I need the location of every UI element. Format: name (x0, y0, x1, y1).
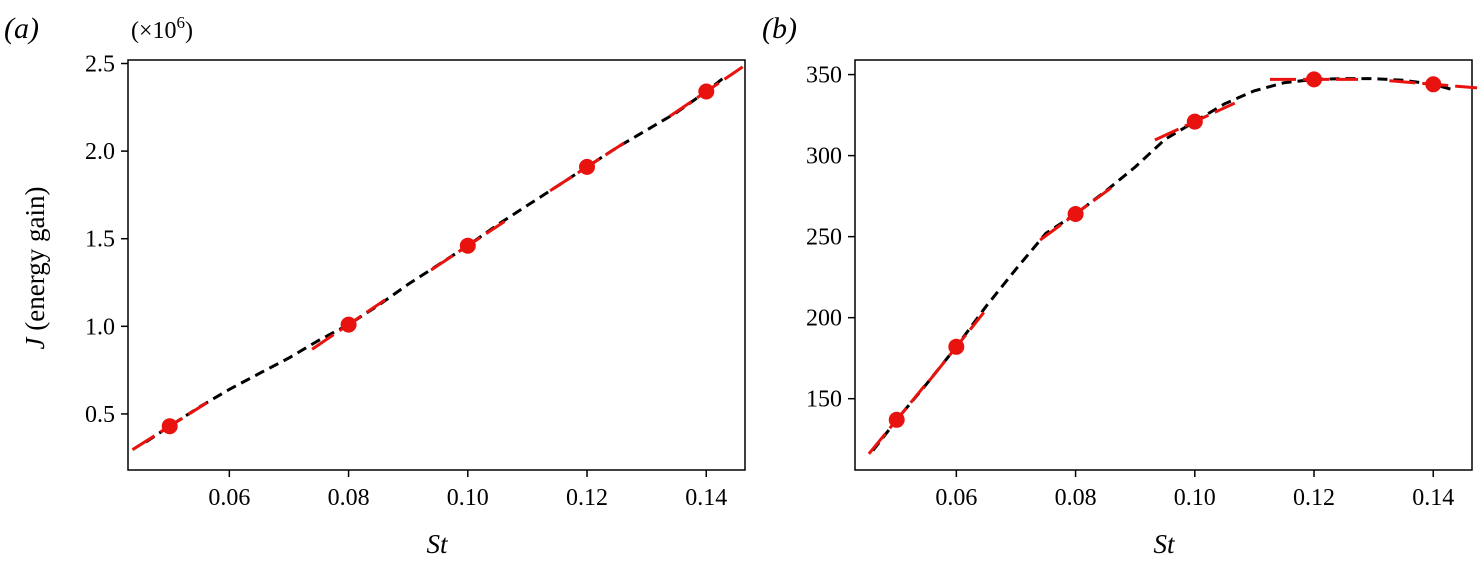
x-tick-label: 0.06 (935, 485, 977, 511)
panel-b-ticks: 0.06 0.08 0.10 0.12 0.14 150 200 250 300 350 (806, 63, 1454, 511)
data-point (698, 83, 715, 100)
series-line (145, 76, 726, 444)
data-point (1425, 76, 1442, 93)
y-tick-label: 2.5 (85, 52, 115, 78)
data-point (888, 411, 905, 428)
panel-a-multiplier: (×106) (131, 13, 193, 44)
panel-b-marks (867, 71, 1478, 455)
panel-b-plot-frame (854, 59, 1473, 471)
data-point (161, 418, 178, 435)
y-tick-label: 1.0 (85, 314, 115, 340)
y-tick-label: 150 (806, 387, 842, 413)
panel-a: (a) (×106) J (energy gain) St 0.06 0.08 0.… (4, 12, 746, 559)
data-point (340, 316, 357, 333)
x-tick-label: 0.08 (1055, 485, 1097, 511)
data-point (1067, 206, 1084, 222)
data-point (1186, 113, 1203, 130)
x-tick-label: 0.14 (685, 485, 727, 511)
x-tick-label: 0.06 (208, 485, 250, 511)
y-tick-label: 250 (806, 225, 842, 251)
panel-a-label: (a) (4, 12, 39, 45)
y-tick-label: 350 (806, 63, 842, 89)
y-tick-label: 0.5 (85, 402, 115, 428)
data-point (579, 158, 595, 175)
series-line (871, 77, 1452, 452)
panel-b-label: (b) (762, 12, 797, 45)
x-tick-label: 0.14 (1412, 485, 1454, 511)
data-point (459, 237, 476, 254)
panel-a-y-axis-label: J (energy gain) (20, 187, 50, 350)
panel-a-marks (131, 65, 744, 451)
panel-a-plot-frame (127, 59, 746, 471)
x-tick-label: 0.10 (447, 485, 489, 511)
x-tick-label: 0.12 (1293, 485, 1335, 511)
panel-b-x-axis-label: St (1153, 529, 1176, 559)
y-tick-label: 2.0 (85, 139, 115, 165)
x-tick-label: 0.12 (566, 485, 608, 511)
x-tick-label: 0.08 (328, 485, 370, 511)
y-tick-label: 200 (806, 306, 842, 332)
x-tick-label: 0.10 (1174, 485, 1216, 511)
panel-b: (b) St 0.06 0.08 0.10 0.12 0.14 150 200 250 300 3… (762, 12, 1478, 559)
y-tick-label: 300 (806, 144, 842, 170)
data-point (948, 338, 965, 355)
panel-a-x-axis-label: St (426, 529, 449, 559)
y-tick-label: 1.5 (85, 227, 115, 253)
panel-a-ticks: 0.06 0.08 0.10 0.12 0.14 0.5 1.0 1.5 2.0 2.5 (85, 52, 727, 511)
data-point (1306, 71, 1322, 88)
